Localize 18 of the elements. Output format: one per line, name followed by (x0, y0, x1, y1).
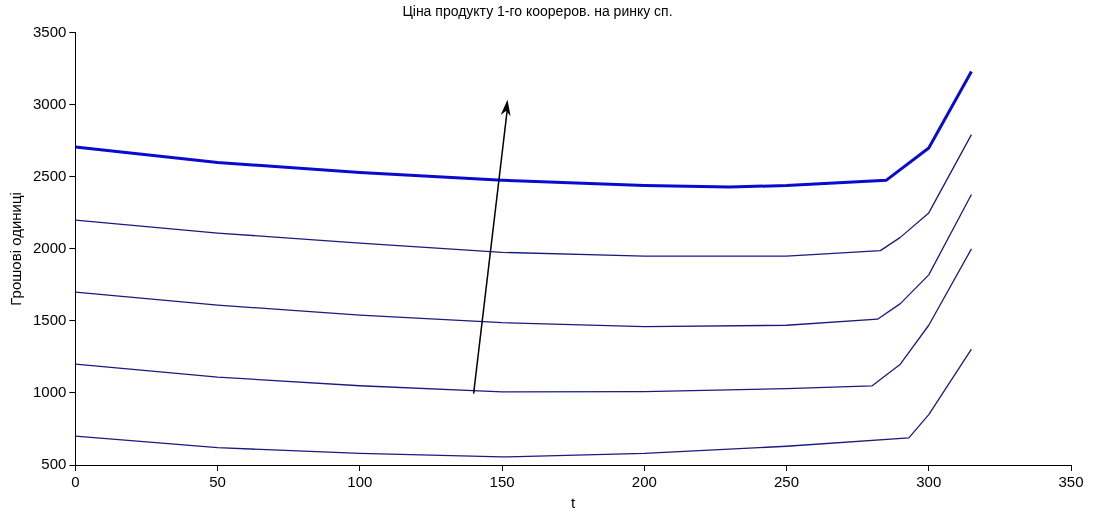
y-axis-title: Грошові одиниці (7, 192, 25, 306)
y-tick-label: 500 (41, 455, 67, 473)
x-tick-label: 50 (209, 473, 226, 491)
x-tick-label: 350 (1058, 473, 1084, 491)
x-tick-label: 100 (347, 473, 373, 491)
y-tick-label: 2000 (32, 239, 67, 257)
y-tick-label: 1000 (32, 383, 67, 401)
x-tick-label: 0 (71, 473, 80, 491)
y-tick-label: 2500 (32, 167, 67, 185)
x-axis-title: t (571, 494, 577, 512)
x-tick-label: 150 (489, 473, 515, 491)
chart-title: Ціна продукту 1-го коореров. на ринку сп. (402, 3, 673, 20)
x-tick-label: 200 (631, 473, 657, 491)
y-tick-label: 1500 (32, 311, 67, 329)
x-tick-label: 250 (774, 473, 800, 491)
y-tick-label: 3000 (32, 94, 67, 112)
x-tick-label: 300 (916, 473, 942, 491)
y-tick-label: 3500 (32, 22, 67, 40)
